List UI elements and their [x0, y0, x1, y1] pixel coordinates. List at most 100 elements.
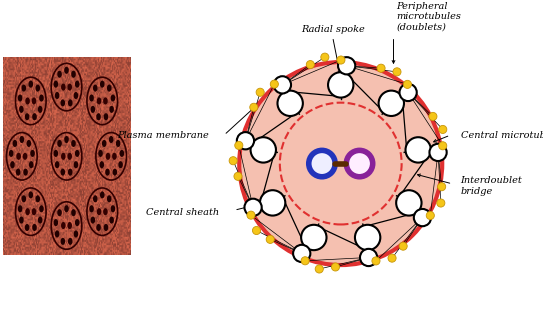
Circle shape: [74, 230, 78, 238]
Circle shape: [406, 137, 431, 163]
Circle shape: [61, 153, 66, 160]
Circle shape: [75, 219, 79, 226]
Circle shape: [28, 191, 33, 198]
Circle shape: [25, 224, 29, 231]
Circle shape: [38, 106, 42, 113]
Circle shape: [91, 106, 95, 113]
Circle shape: [331, 263, 339, 271]
Circle shape: [229, 157, 237, 165]
Circle shape: [106, 153, 110, 160]
Circle shape: [31, 208, 36, 215]
Circle shape: [355, 225, 380, 250]
Circle shape: [60, 168, 65, 176]
Circle shape: [35, 195, 40, 202]
Circle shape: [35, 85, 40, 92]
Circle shape: [18, 205, 22, 212]
Circle shape: [244, 199, 262, 216]
Circle shape: [270, 80, 279, 88]
Circle shape: [68, 238, 73, 245]
Circle shape: [346, 150, 372, 177]
Circle shape: [57, 70, 62, 78]
Circle shape: [29, 161, 34, 168]
Circle shape: [315, 265, 323, 273]
Circle shape: [96, 224, 101, 231]
Circle shape: [98, 150, 103, 157]
Circle shape: [247, 211, 255, 219]
Circle shape: [266, 235, 274, 243]
Circle shape: [439, 142, 447, 150]
Text: Peripheral
microtubules
(doublets): Peripheral microtubules (doublets): [396, 2, 462, 32]
Circle shape: [74, 92, 78, 99]
Circle shape: [57, 209, 62, 216]
Circle shape: [55, 230, 59, 238]
Circle shape: [28, 81, 33, 88]
Circle shape: [239, 62, 442, 265]
Circle shape: [293, 245, 311, 262]
Circle shape: [61, 222, 66, 229]
Circle shape: [39, 205, 44, 212]
Circle shape: [71, 70, 76, 78]
Circle shape: [71, 140, 76, 147]
Circle shape: [118, 161, 123, 168]
Circle shape: [250, 103, 258, 111]
Circle shape: [301, 225, 326, 250]
Circle shape: [235, 141, 243, 150]
Text: Radial spoke: Radial spoke: [301, 25, 364, 33]
Circle shape: [68, 168, 73, 176]
Circle shape: [109, 106, 114, 113]
Circle shape: [19, 217, 24, 224]
Circle shape: [438, 183, 446, 191]
Circle shape: [31, 97, 36, 105]
Circle shape: [75, 81, 79, 88]
Circle shape: [109, 217, 114, 224]
Circle shape: [89, 94, 94, 101]
Circle shape: [89, 205, 94, 212]
Circle shape: [360, 249, 377, 266]
Circle shape: [91, 217, 95, 224]
Circle shape: [321, 53, 329, 61]
Circle shape: [400, 84, 416, 101]
Circle shape: [9, 150, 14, 157]
Circle shape: [104, 224, 108, 231]
Circle shape: [111, 205, 115, 212]
Circle shape: [54, 150, 58, 157]
Circle shape: [64, 136, 69, 143]
Circle shape: [23, 168, 28, 176]
Circle shape: [388, 254, 396, 262]
Circle shape: [306, 61, 314, 69]
Circle shape: [309, 150, 335, 177]
Circle shape: [57, 140, 62, 147]
Circle shape: [39, 94, 44, 101]
Circle shape: [439, 125, 447, 134]
Circle shape: [22, 195, 26, 202]
Circle shape: [16, 168, 21, 176]
Circle shape: [74, 161, 78, 168]
Circle shape: [429, 112, 437, 121]
Circle shape: [22, 85, 26, 92]
Circle shape: [237, 132, 254, 149]
Circle shape: [107, 195, 111, 202]
Circle shape: [96, 113, 101, 120]
Circle shape: [103, 97, 108, 105]
Circle shape: [12, 140, 17, 147]
Circle shape: [234, 172, 242, 180]
Circle shape: [32, 113, 37, 120]
Circle shape: [30, 150, 35, 157]
Circle shape: [112, 153, 117, 160]
Circle shape: [19, 106, 24, 113]
Circle shape: [68, 99, 73, 107]
Text: Plasma membrane: Plasma membrane: [117, 131, 209, 140]
Circle shape: [60, 238, 65, 245]
Circle shape: [338, 57, 355, 74]
Circle shape: [55, 92, 59, 99]
Circle shape: [32, 224, 37, 231]
Circle shape: [277, 91, 303, 116]
Circle shape: [104, 113, 108, 120]
Circle shape: [16, 153, 21, 160]
Circle shape: [109, 136, 113, 143]
Circle shape: [328, 72, 353, 98]
Circle shape: [260, 190, 285, 216]
Circle shape: [399, 242, 407, 250]
Circle shape: [67, 153, 72, 160]
Circle shape: [100, 191, 105, 198]
